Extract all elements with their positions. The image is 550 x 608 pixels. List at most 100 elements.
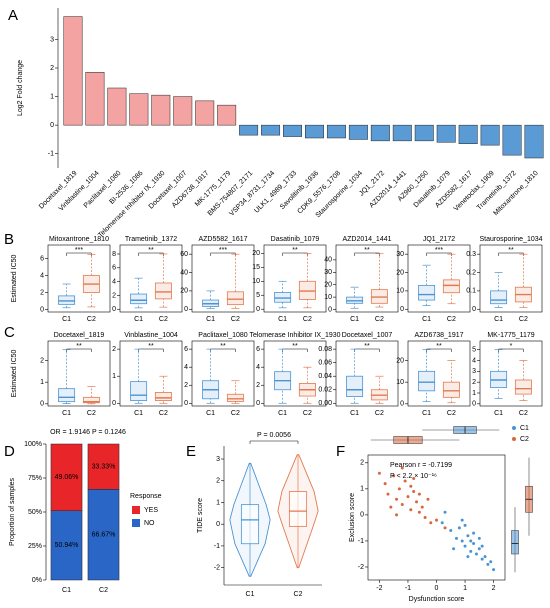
panel-frame: [407, 340, 471, 407]
point: [492, 568, 496, 572]
bar: [195, 100, 215, 126]
panel-frame: [263, 244, 327, 313]
y-tick-label: 20: [180, 288, 188, 295]
point: [389, 505, 393, 509]
bar-segment: [87, 489, 120, 581]
point: [489, 560, 493, 564]
data-label: 66.67%: [92, 532, 116, 539]
point: [469, 539, 473, 543]
bar: [261, 124, 281, 136]
significance-bracket: [210, 348, 236, 352]
x-tick-label: C1: [494, 410, 503, 417]
y-tick-label: 15: [252, 264, 260, 271]
y-tick-label: 2: [50, 65, 54, 72]
y-tick-label: 20: [252, 250, 260, 257]
y-tick-label: 0: [184, 400, 188, 407]
y-tick-label: 0: [328, 306, 332, 313]
x-tick-label: C2: [99, 587, 108, 594]
bar: [107, 87, 127, 126]
marginal-box: [511, 530, 519, 555]
point: [469, 549, 473, 553]
box: [154, 392, 172, 401]
point: [460, 518, 464, 522]
y-tick-label: 6: [184, 346, 188, 353]
y-tick-label: 0.1: [466, 288, 476, 295]
panel-frame: [335, 340, 399, 407]
y-tick-label: 0: [216, 521, 220, 528]
point: [454, 536, 458, 540]
significance: *: [510, 343, 513, 350]
panel-frame: [119, 340, 183, 407]
y-tick-label: 4: [112, 278, 116, 285]
bar: [85, 72, 105, 126]
x-tick-label: C2: [231, 410, 240, 417]
y-tick-label: 1: [472, 390, 476, 397]
panel-title: AZD6738_1917: [414, 332, 463, 339]
y-tick-label: 0%: [32, 577, 42, 584]
significance: **: [76, 343, 82, 350]
y-tick-label: 0.00: [318, 400, 332, 407]
x-tick-label: C1: [134, 410, 143, 417]
box: [240, 504, 260, 545]
y-tick-label: 2: [40, 289, 44, 296]
bar: [173, 96, 193, 126]
data-label: 50.94%: [55, 542, 79, 549]
y-axis-title: TIDE score: [197, 498, 204, 533]
x-tick-label: Venetoclax_1909: [453, 170, 496, 213]
y-tick-label: 0: [40, 306, 44, 313]
x-tick-label: C2: [87, 316, 96, 323]
panel-title: Staurosporine_1034: [479, 236, 542, 243]
y-tick-label: 2: [216, 478, 220, 485]
point: [412, 489, 416, 493]
x-tick-label: 2: [492, 585, 496, 592]
legend-marker: [512, 426, 516, 430]
y-tick-label: -1: [358, 538, 364, 545]
point: [383, 482, 387, 486]
y-tick-label: 0: [400, 401, 404, 408]
y-tick-label: 20: [396, 269, 404, 276]
y-tick-label: 0.04: [318, 373, 332, 380]
y-tick-label: 40: [324, 257, 332, 264]
y-tick-label: 0.2: [466, 269, 476, 276]
significance: ***: [219, 247, 227, 254]
y-tick-label: 40: [180, 269, 188, 276]
x-tick-label: 0: [435, 585, 439, 592]
bar: [305, 124, 324, 139]
point: [386, 492, 390, 496]
significance: P = 0.0056: [257, 432, 291, 439]
significance: ***: [435, 247, 443, 254]
x-tick-label: Docetaxel_1819: [38, 170, 79, 211]
box: [154, 282, 172, 300]
x-tick-label: Vinblastine_1004: [58, 170, 101, 213]
y-tick-label: 0: [400, 306, 404, 313]
y-tick-label: 5: [256, 292, 260, 299]
y-tick-label: 0: [472, 401, 476, 408]
x-axis-title: Dysfunction score: [409, 596, 465, 603]
significance: **: [364, 247, 370, 254]
legend-label: C1: [520, 425, 529, 432]
y-tick-label: -1: [214, 543, 220, 550]
panel-frame: [263, 340, 327, 407]
box: [130, 293, 148, 305]
y-axis-title: Estimated IC50: [11, 254, 18, 302]
panel-title: JQ1_2172: [423, 236, 455, 243]
y-tick-label: 10: [396, 379, 404, 386]
x-tick-label: 1: [463, 585, 467, 592]
panel-letter: C: [4, 324, 15, 341]
significance: **: [364, 343, 370, 350]
y-tick-label: 2: [360, 460, 364, 467]
x-tick-label: C2: [87, 410, 96, 417]
panel-frame: [335, 244, 399, 313]
y-tick-label: 6: [40, 255, 44, 262]
x-tick-label: C1: [134, 316, 143, 323]
y-tick-label: 30: [396, 251, 404, 258]
x-tick-label: C1: [62, 410, 71, 417]
y-tick-label: -1: [48, 151, 54, 158]
x-tick-label: C1: [206, 316, 215, 323]
x-tick-label: Mitoxantrone_1810: [492, 170, 539, 217]
panel-frame: [119, 244, 183, 313]
y-tick-label: 8: [112, 251, 116, 258]
legend-swatch: [132, 506, 140, 514]
x-tick-label: C1: [62, 587, 71, 594]
